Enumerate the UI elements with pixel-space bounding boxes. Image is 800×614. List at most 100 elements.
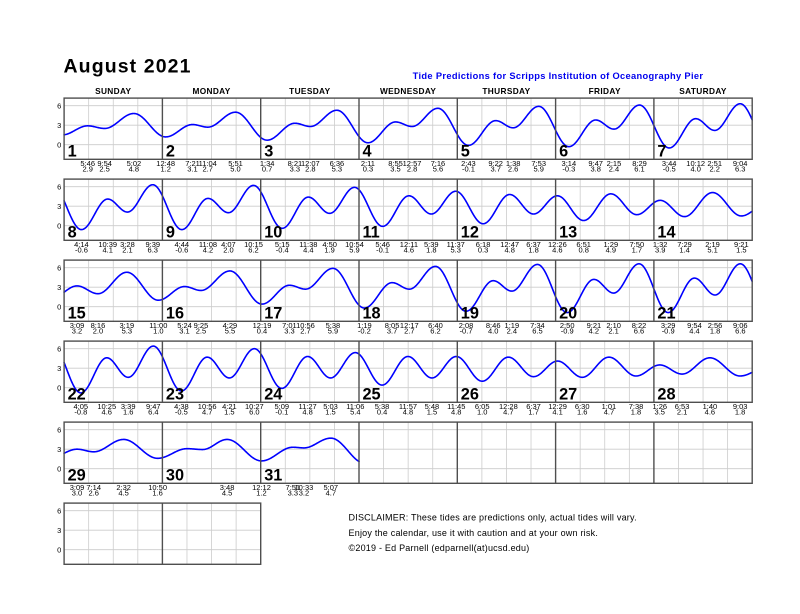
- svg-text:3:44: 3:44: [662, 159, 677, 168]
- svg-text:5:03: 5:03: [323, 402, 338, 411]
- svg-text:4.2: 4.2: [203, 246, 213, 255]
- svg-text:4.8: 4.8: [451, 408, 461, 417]
- svg-text:-0.5: -0.5: [175, 408, 188, 417]
- svg-text:6.2: 6.2: [248, 246, 258, 255]
- svg-text:4.6: 4.6: [102, 408, 112, 417]
- svg-text:3:48: 3:48: [220, 483, 235, 492]
- svg-text:1.8: 1.8: [528, 246, 538, 255]
- svg-text:10:56: 10:56: [198, 402, 217, 411]
- svg-text:5.3: 5.3: [332, 165, 342, 174]
- svg-text:2:08: 2:08: [459, 321, 474, 330]
- svg-text:-0.4: -0.4: [276, 246, 289, 255]
- svg-text:12:11: 12:11: [400, 240, 418, 249]
- svg-text:17: 17: [264, 305, 282, 323]
- svg-text:11:27: 11:27: [298, 402, 316, 411]
- svg-text:10:25: 10:25: [97, 402, 116, 411]
- svg-text:2:32: 2:32: [116, 483, 131, 492]
- svg-text:3.8: 3.8: [590, 165, 600, 174]
- svg-text:Enjoy the calendar, use it wit: Enjoy the calendar, use it with caution …: [349, 528, 599, 538]
- svg-text:6: 6: [57, 101, 61, 110]
- svg-text:4.8: 4.8: [504, 246, 514, 255]
- svg-text:1:40: 1:40: [703, 402, 718, 411]
- svg-text:3.0: 3.0: [72, 489, 82, 498]
- svg-text:16: 16: [166, 305, 184, 323]
- svg-text:7:53: 7:53: [531, 159, 546, 168]
- svg-text:11:57: 11:57: [399, 402, 417, 411]
- svg-text:-0.5: -0.5: [663, 165, 676, 174]
- svg-text:20: 20: [559, 305, 577, 323]
- svg-text:11:04: 11:04: [199, 159, 217, 168]
- svg-text:6:05: 6:05: [475, 402, 490, 411]
- svg-text:2.0: 2.0: [223, 246, 233, 255]
- svg-text:5.9: 5.9: [328, 327, 338, 336]
- svg-text:5:48: 5:48: [425, 402, 440, 411]
- svg-text:1:32: 1:32: [653, 240, 668, 249]
- svg-text:13: 13: [559, 224, 577, 242]
- svg-text:1:26: 1:26: [652, 402, 667, 411]
- svg-text:0: 0: [57, 221, 61, 230]
- svg-text:4.1: 4.1: [552, 408, 562, 417]
- svg-text:8:55: 8:55: [388, 159, 403, 168]
- svg-text:7:14: 7:14: [86, 483, 101, 492]
- svg-text:7:21: 7:21: [185, 159, 200, 168]
- svg-text:4:07: 4:07: [221, 240, 236, 249]
- svg-text:2.8: 2.8: [305, 165, 315, 174]
- svg-text:2:11: 2:11: [361, 159, 375, 168]
- svg-text:9:47: 9:47: [588, 159, 603, 168]
- svg-text:6: 6: [57, 263, 61, 272]
- svg-text:1.2: 1.2: [160, 165, 170, 174]
- svg-text:8:21: 8:21: [288, 159, 303, 168]
- svg-text:6: 6: [559, 143, 568, 161]
- svg-text:12:47: 12:47: [500, 240, 519, 249]
- svg-text:31: 31: [264, 467, 282, 485]
- svg-text:10:12: 10:12: [686, 159, 705, 168]
- svg-text:8:05: 8:05: [385, 321, 400, 330]
- svg-text:2.5: 2.5: [99, 165, 109, 174]
- svg-text:0.3: 0.3: [363, 165, 373, 174]
- svg-text:6:18: 6:18: [476, 240, 491, 249]
- svg-text:12:57: 12:57: [403, 159, 422, 168]
- svg-text:Tide Predictions for Scripps I: Tide Predictions for Scripps Institution…: [413, 71, 704, 81]
- svg-text:2.1: 2.1: [608, 327, 618, 336]
- svg-text:0.4: 0.4: [377, 408, 387, 417]
- svg-text:6:37: 6:37: [526, 240, 541, 249]
- svg-text:9:54: 9:54: [97, 159, 112, 168]
- svg-text:6:40: 6:40: [428, 321, 443, 330]
- svg-text:3.7: 3.7: [490, 165, 500, 174]
- svg-text:6:36: 6:36: [330, 159, 345, 168]
- svg-text:SUNDAY: SUNDAY: [95, 86, 131, 96]
- svg-text:1.4: 1.4: [679, 246, 689, 255]
- svg-text:12:07: 12:07: [301, 159, 320, 168]
- svg-text:23: 23: [166, 386, 184, 404]
- svg-text:6:53: 6:53: [675, 402, 690, 411]
- svg-text:8:29: 8:29: [632, 159, 647, 168]
- svg-text:9:39: 9:39: [145, 240, 160, 249]
- svg-text:2:56: 2:56: [708, 321, 723, 330]
- svg-text:5.6: 5.6: [433, 165, 443, 174]
- svg-text:6:37: 6:37: [526, 402, 541, 411]
- svg-text:6.5: 6.5: [532, 327, 542, 336]
- svg-text:9:21: 9:21: [587, 321, 602, 330]
- svg-text:4.5: 4.5: [118, 489, 128, 498]
- svg-text:4.7: 4.7: [326, 489, 336, 498]
- svg-text:August 2021: August 2021: [64, 56, 192, 78]
- svg-text:24: 24: [264, 386, 282, 404]
- svg-text:5:07: 5:07: [324, 483, 339, 492]
- svg-text:8:22: 8:22: [632, 321, 647, 330]
- svg-text:3:19: 3:19: [120, 321, 135, 330]
- svg-text:6:51: 6:51: [576, 240, 591, 249]
- svg-text:3:14: 3:14: [562, 159, 577, 168]
- svg-text:1.5: 1.5: [736, 246, 746, 255]
- svg-text:3.5: 3.5: [390, 165, 400, 174]
- svg-text:-0.6: -0.6: [175, 246, 188, 255]
- svg-text:SATURDAY: SATURDAY: [679, 86, 727, 96]
- svg-text:7:34: 7:34: [530, 321, 545, 330]
- svg-text:18: 18: [363, 305, 381, 323]
- svg-text:5.9: 5.9: [349, 246, 359, 255]
- svg-text:3: 3: [264, 143, 273, 161]
- svg-text:3: 3: [57, 283, 61, 292]
- svg-text:10:39: 10:39: [98, 240, 117, 249]
- svg-text:5:46: 5:46: [80, 159, 95, 168]
- svg-text:5:24: 5:24: [177, 321, 192, 330]
- svg-text:3.1: 3.1: [187, 165, 197, 174]
